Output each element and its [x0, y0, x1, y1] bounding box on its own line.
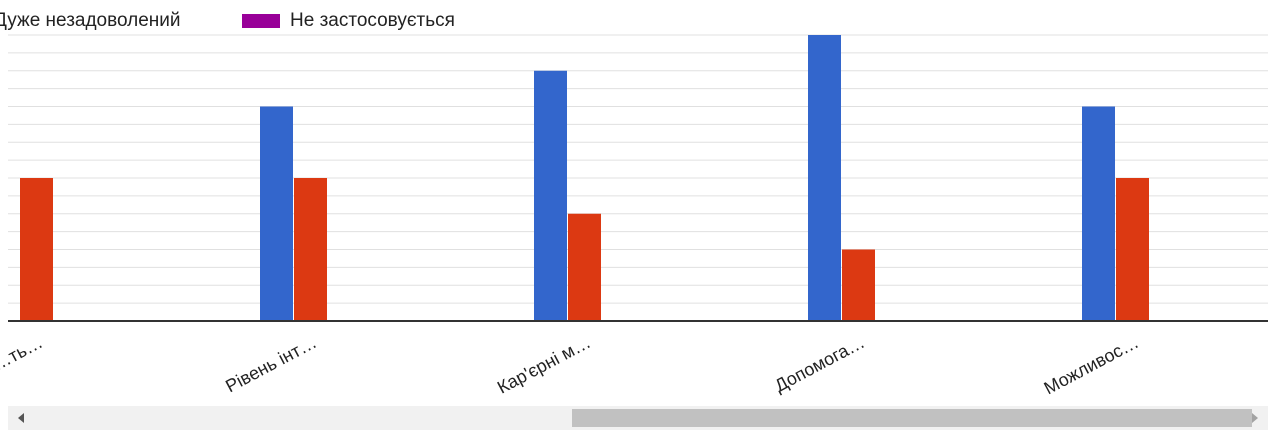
x-tick-label: Допомога…	[771, 332, 868, 396]
bars	[20, 35, 1149, 321]
legend-label: Дуже незадоволений	[0, 10, 181, 31]
bar-1-3[interactable]	[842, 249, 875, 322]
x-tick-label: Кар'єрні м…	[494, 332, 594, 398]
horizontal-scrollbar[interactable]	[8, 406, 1268, 430]
gridlines	[8, 34, 1268, 304]
bar-1-4[interactable]	[1116, 178, 1149, 321]
x-tick-labels: …ть… Рівень інт… Кар'єрні м… Допомога… Можли…	[0, 332, 1142, 398]
legend-label: Не застосовується	[290, 10, 455, 31]
bar-0-3[interactable]	[808, 35, 841, 321]
x-tick-label: …ть…	[0, 332, 46, 375]
x-tick-label: Можливос…	[1041, 332, 1142, 398]
bar-1-0[interactable]	[20, 178, 53, 321]
scroll-right-arrow-icon[interactable]	[1252, 413, 1258, 423]
x-tick-label: Рівень інт…	[222, 332, 320, 397]
scrollbar-thumb[interactable]	[572, 409, 1252, 427]
bar-0-1[interactable]	[260, 106, 293, 322]
legend-swatch	[242, 14, 280, 28]
bar-1-2[interactable]	[568, 213, 601, 321]
bar-0-4[interactable]	[1082, 106, 1115, 322]
bar-1-1[interactable]	[294, 178, 327, 321]
scroll-left-arrow-icon[interactable]	[18, 413, 24, 423]
bar-0-2[interactable]	[534, 70, 567, 321]
bar-chart: …ть… Рівень інт… Кар'єрні м… Допомога… Можли…	[0, 34, 1268, 398]
